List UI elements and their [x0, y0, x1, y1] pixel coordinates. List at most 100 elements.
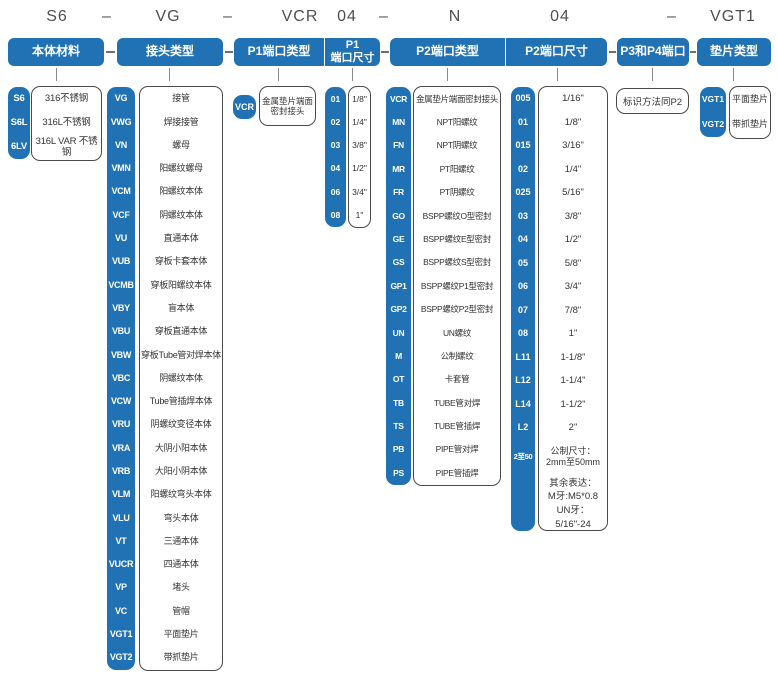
label-cell: 2": [568, 422, 578, 434]
p3-p4-note: 标识方法同P2: [616, 88, 689, 114]
label-cell: 1/8": [564, 116, 582, 128]
code-cell: VBU: [111, 326, 131, 337]
label-cell: 1/8": [352, 93, 367, 104]
code-cell: 03: [517, 210, 528, 221]
code-cell: VRB: [111, 466, 131, 476]
code-dash: –: [667, 8, 677, 25]
code-cell: L2: [517, 422, 529, 433]
label-cell: 穿板卡套本体: [154, 256, 208, 267]
code-segment-gasket: VGT1: [710, 8, 756, 25]
code-cell: VLU: [112, 512, 130, 523]
p2-port-type-codes: VCR MN FN MR FR GO GE GS GP1 GP2 UN M OT TB TS PB PS: [386, 87, 411, 485]
label-cell: 1-1/2": [560, 398, 586, 410]
code-cell: MR: [392, 163, 405, 174]
code-cell: VRA: [111, 442, 131, 453]
column-tick: [557, 68, 558, 81]
code-cell: VMN: [111, 163, 131, 174]
fitting-type-labels: 接管 焊接接管 螺母 阳螺纹螺母 阳螺纹本体 阴螺纹本体 直通本体 穿板卡套本体 穿板阳螺纹本体…: [139, 86, 223, 671]
gasket-type-codes: VGT1 VGT2: [700, 87, 726, 137]
code-segment-p2-type: N: [448, 8, 462, 25]
p1-port-type-codes: VCR: [233, 95, 256, 119]
label-cell: 穿板直通本体: [154, 326, 208, 337]
label-cell: 接管: [172, 93, 190, 104]
header-connector: [609, 51, 616, 53]
code-cell: MN: [392, 116, 405, 127]
label-cell: 穿板阳螺纹本体: [150, 279, 212, 290]
label-cell: 阳螺纹本体: [159, 186, 203, 197]
label-cell: 带抓垫片: [163, 652, 199, 663]
label-cell: 大阴小阳本体: [154, 442, 208, 453]
label-cell: 阴螺纹本体: [159, 372, 203, 383]
label-cell: 阴螺纹本体: [159, 209, 203, 220]
label-cell: 1": [568, 328, 578, 340]
label-cell: 阳螺纹螺母: [159, 163, 203, 174]
code-cell: 6LV: [10, 141, 28, 153]
label-cell: PIPE管对焊: [435, 444, 479, 455]
label-cell: 平面垫片: [163, 629, 199, 640]
p1-port-size-codes: 01 02 03 04 06 08: [325, 87, 346, 227]
label-cell: 带抓垫片: [731, 119, 768, 130]
code-cell: S6L: [10, 117, 28, 129]
code-cell: L12: [515, 375, 531, 386]
label-cell: 1/4": [564, 163, 582, 175]
label-cell: 1/16": [562, 93, 584, 105]
label-cell: 穿板Tube管对焊本体: [141, 349, 221, 360]
label-cell: UN螺纹: [442, 327, 472, 338]
label-cell: 卡套管: [444, 374, 470, 385]
code-cell: TS: [393, 421, 404, 432]
label-cell: BSPP螺纹P1型密封: [420, 280, 494, 291]
label-cell: 四通本体: [163, 559, 199, 570]
column-tick: [352, 68, 353, 81]
p1-port-size-labels: 1/8" 1/4" 3/8" 1/2" 3/4" 1": [348, 86, 371, 228]
code-cell: VGT1: [701, 94, 725, 105]
label-cell: 焊接接管: [163, 116, 199, 127]
code-cell: GS: [392, 257, 405, 268]
code-cell: 07: [517, 304, 528, 315]
code-cell: VUCR: [108, 559, 134, 570]
header-connector: [690, 51, 696, 53]
code-cell: VC: [115, 605, 127, 616]
header-p1-port-size: P1 端口尺寸: [325, 38, 380, 66]
label-cell: 1/2": [352, 163, 367, 174]
code-cell: 01: [330, 93, 341, 104]
code-cell: VLM: [111, 489, 131, 500]
code-cell: VBY: [112, 302, 130, 313]
code-segment-fitting: VG: [155, 8, 181, 25]
code-cell: 02: [517, 163, 528, 174]
label-cell: 316L不锈钢: [42, 117, 91, 129]
code-cell: VCR: [389, 93, 408, 104]
code-cell: 06: [517, 281, 528, 292]
label-cell: TUBE管对焊: [433, 397, 481, 408]
header-fitting-type: 接头类型: [117, 38, 223, 66]
header-gasket-type: 垫片类型: [697, 38, 771, 66]
code-cell: VCM: [111, 186, 131, 197]
column-tick: [56, 68, 57, 81]
code-cell: OT: [392, 374, 405, 385]
label-cell: 盲本体: [167, 302, 195, 313]
label-cell: PIPE管插焊: [435, 467, 479, 478]
code-cell: VWG: [110, 116, 132, 127]
header-p2-port-type: P2端口类型: [390, 38, 505, 66]
p1-port-type-labels: 金属垫片端面 密封接头: [259, 86, 316, 126]
code-cell: VT: [115, 535, 127, 546]
gasket-type-labels: 平面垫片 带抓垫片: [729, 86, 771, 139]
header-connector: [381, 51, 389, 53]
code-cell: FN: [393, 140, 404, 151]
label-cell: 1/4": [352, 116, 367, 127]
label-cell: 1-1/8": [560, 351, 586, 363]
label-cell: 1-1/4": [560, 375, 586, 387]
label-cell: BSPP螺纹P2型密封: [420, 304, 494, 315]
code-cell: PS: [393, 467, 404, 478]
code-segment-p1-size: 04: [337, 8, 357, 25]
p2-port-size-labels: 1/16" 1/8" 3/16" 1/4" 5/16" 3/8" 1/2" 5/8" 3/4" 7…: [538, 86, 608, 531]
code-dash: –: [223, 8, 233, 25]
label-cell: 弯头本体: [163, 512, 199, 523]
label-cell: 公制尺寸： 2mm至50mm: [545, 445, 600, 467]
code-cell: 08: [330, 210, 341, 221]
code-segment-p2-size: 04: [550, 8, 570, 25]
code-cell: VGT2: [701, 119, 725, 130]
header-connector: [225, 51, 233, 53]
label-cell: PT阴螺纹: [439, 187, 475, 198]
code-cell: VG: [114, 93, 128, 104]
